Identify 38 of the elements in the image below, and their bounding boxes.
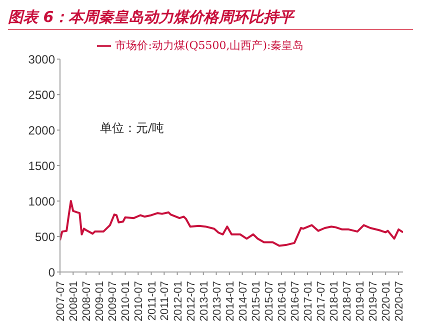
x-tick-label: 2007-07 [55,281,67,322]
x-tick-label: 2013-01 [198,281,210,322]
x-tick-label: 2011-07 [159,281,172,321]
x-tick-label: 2012-01 [172,281,184,322]
y-tick-label: 2500 [28,88,56,102]
x-tick-label: 2014-01 [224,281,236,322]
x-tick-label: 2012-07 [185,281,198,322]
y-tick-label: 0 [48,265,56,280]
x-tick-label: 2008-07 [81,281,94,322]
x-tick-label: 2010-07 [133,281,146,322]
y-tick-label: 500 [34,230,56,244]
x-tick-label: 2018-07 [341,281,354,322]
x-tick-label: 2015-07 [263,281,276,322]
annotation: 单位：元/吨 [100,120,164,137]
x-tick-label: 2020-07 [394,281,406,322]
x-tick-label: 2015-01 [250,281,262,322]
x-tick-label: 2019-07 [367,281,380,322]
x-tick-label: 2018-01 [328,281,341,322]
x-tick-label: 2011-01 [146,281,158,321]
x-tick-label: 2020-01 [380,281,393,322]
x-tick-label: 2017-01 [302,281,315,322]
y-tick-label: 3000 [28,52,56,66]
x-tick-label: 2019-01 [354,281,367,322]
legend-label: 市场价:动力煤(Q5500,山西产):秦皇岛 [115,39,304,52]
chart-title: 图表 6：本周秦皇岛动力煤价格周环比持平 [8,8,413,30]
x-tick-label: 2008-01 [68,281,80,322]
x-tick-label: 2016-07 [289,281,302,322]
x-tick-label: 2013-07 [211,281,224,322]
y-tick-label: 1500 [28,158,56,173]
x-tick-label: 2014-07 [237,281,250,322]
line-series [60,200,403,247]
y-tick-label: 2000 [28,123,56,138]
x-tick-label: 2010-01 [120,281,132,322]
x-tick-label: 2017-07 [315,281,328,322]
y-tick-label: 1000 [28,194,56,208]
x-tick-label: 2016-01 [276,281,288,322]
x-tick-label: 2009-01 [94,281,106,322]
x-tick-label: 2009-07 [107,281,120,322]
